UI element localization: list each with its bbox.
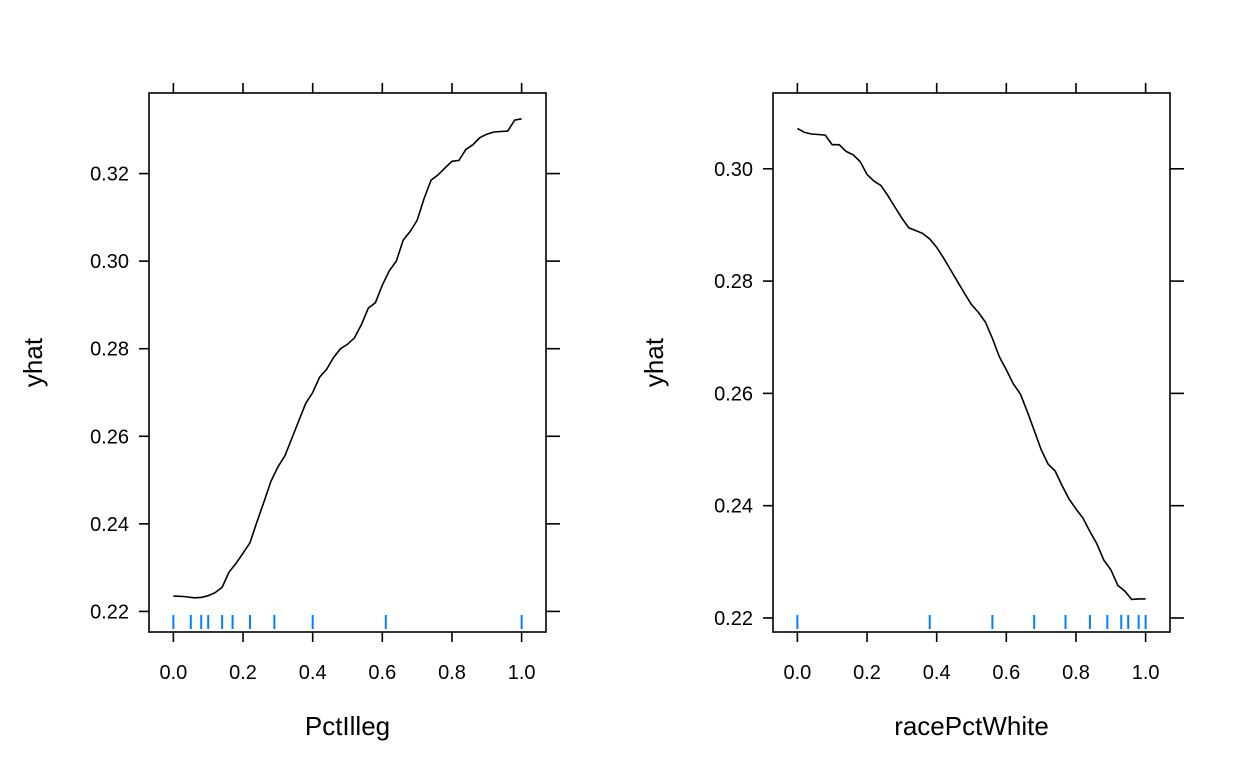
x-tick-label: 0.0 xyxy=(159,662,187,684)
y-tick-label: 0.22 xyxy=(90,601,129,623)
y-tick-label: 0.22 xyxy=(714,608,753,630)
y-tick-label: 0.32 xyxy=(90,164,129,186)
y-tick-label: 0.30 xyxy=(714,159,753,181)
y-tick-label: 0.28 xyxy=(714,271,753,293)
yhat-curve xyxy=(797,127,1146,601)
racepctwhite-panel: 0.0 0.2 0.4 0.6 0.8 1.0 0.22 0.24 0.26 0.28 0.30 ra… xyxy=(639,83,1184,741)
x-tick-label: 0.0 xyxy=(783,662,811,684)
x-axis-title: PctIlleg xyxy=(305,711,390,741)
plot-frame xyxy=(772,92,1171,633)
x-tick-label: 1.0 xyxy=(1132,662,1160,684)
y-axis-title: yhat xyxy=(18,337,48,387)
x-axis-title: racePctWhite xyxy=(894,711,1049,741)
x-tick-label: 0.4 xyxy=(299,662,327,684)
x-tick-label: 0.6 xyxy=(368,662,396,684)
yhat-curve xyxy=(173,118,522,599)
plot-frame xyxy=(148,92,547,633)
y-tick-label: 0.26 xyxy=(90,426,129,448)
y-tick-label: 0.24 xyxy=(90,514,129,536)
x-tick-label: 0.2 xyxy=(853,662,881,684)
pctilleg-panel: 0.0 0.2 0.4 0.6 0.8 1.0 0.22 0.24 0.26 0.28 0.30 0.… xyxy=(18,83,560,741)
y-tick-label: 0.24 xyxy=(714,496,753,518)
y-tick-label: 0.30 xyxy=(90,251,129,273)
y-tick-label: 0.28 xyxy=(90,339,129,361)
x-tick-label: 0.4 xyxy=(923,662,951,684)
x-tick-label: 1.0 xyxy=(508,662,536,684)
x-tick-label: 0.6 xyxy=(992,662,1020,684)
y-tick-label: 0.26 xyxy=(714,383,753,405)
x-tick-label: 0.2 xyxy=(229,662,257,684)
x-tick-label: 0.8 xyxy=(438,662,466,684)
y-axis-title: yhat xyxy=(639,337,669,387)
x-tick-label: 0.8 xyxy=(1062,662,1090,684)
